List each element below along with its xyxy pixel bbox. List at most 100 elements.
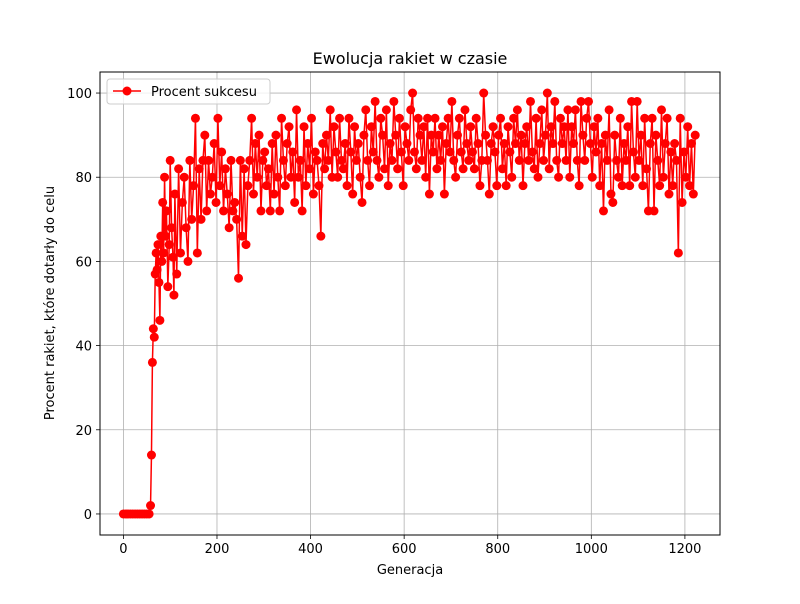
y-tick-label: 20: [75, 424, 92, 439]
data-point: [344, 113, 354, 123]
data-point: [310, 147, 320, 157]
data-point: [527, 147, 537, 157]
ticks: 0 200 400 600 800 1000 1200 0 20 40 60 80 100: [67, 87, 701, 557]
data-point: [499, 139, 509, 149]
data-point: [301, 181, 311, 191]
data-point: [625, 181, 635, 191]
data-point: [365, 181, 375, 191]
data-point: [234, 273, 244, 283]
data-point: [449, 155, 459, 165]
data-point: [258, 155, 268, 165]
data-point: [552, 155, 562, 165]
data-point: [608, 197, 618, 207]
data-point: [303, 139, 313, 149]
data-point: [217, 147, 227, 157]
data-point: [185, 155, 195, 165]
data-point: [152, 265, 162, 275]
data-point: [169, 290, 179, 300]
data-point: [439, 189, 449, 199]
data-point: [419, 122, 429, 132]
data-point: [550, 96, 560, 106]
data-point: [436, 155, 446, 165]
data-point: [284, 122, 294, 132]
legend: Procent sukcesu: [106, 78, 271, 105]
data-point: [250, 139, 260, 149]
data-point: [496, 113, 506, 123]
data-point: [443, 113, 453, 123]
data-point: [456, 147, 466, 157]
x-tick-label: 1000: [575, 542, 608, 557]
data-point: [473, 139, 483, 149]
data-point: [383, 181, 393, 191]
data-point: [215, 181, 225, 191]
data-point: [157, 256, 167, 266]
data-point: [338, 164, 348, 174]
y-tick-label: 0: [84, 508, 92, 523]
data-point: [241, 240, 251, 250]
data-point: [232, 214, 242, 224]
data-point: [336, 155, 346, 165]
data-point: [554, 172, 564, 182]
data-point: [529, 164, 539, 174]
x-tick-label: 200: [205, 542, 230, 557]
data-point: [154, 277, 164, 287]
data-point: [404, 155, 414, 165]
y-axis-label: Procent rakiet, które dotarły do celu: [43, 186, 58, 420]
data-point: [394, 113, 404, 123]
data-point: [462, 139, 472, 149]
data-point: [393, 164, 403, 174]
data-point: [537, 105, 547, 115]
data-point: [658, 172, 668, 182]
data-point: [561, 155, 571, 165]
data-point: [153, 240, 163, 250]
data-point: [320, 164, 330, 174]
data-point: [666, 147, 676, 157]
data-point: [177, 197, 187, 207]
data-point: [228, 206, 238, 216]
data-point: [374, 172, 384, 182]
data-point: [481, 130, 491, 140]
data-point: [277, 113, 287, 123]
data-point: [600, 130, 610, 140]
data-point: [516, 130, 526, 140]
data-point: [165, 155, 175, 165]
data-point: [424, 189, 434, 199]
data-point: [466, 122, 476, 132]
data-point: [267, 139, 277, 149]
data-point: [628, 147, 638, 157]
data-point: [202, 206, 212, 216]
data-point: [632, 96, 642, 106]
data-point: [475, 181, 485, 191]
data-point: [286, 172, 296, 182]
legend-box: [106, 78, 271, 105]
data-point: [677, 197, 687, 207]
data-point: [161, 206, 171, 216]
data-point: [325, 105, 335, 115]
data-point: [363, 155, 373, 165]
data-point: [348, 189, 358, 199]
data-point: [578, 130, 588, 140]
data-point: [668, 181, 678, 191]
chart-title: Ewolucja rakiet w czasie: [313, 49, 508, 68]
data-point: [342, 181, 352, 191]
data-point: [278, 155, 288, 165]
legend-label: Procent sukcesu: [151, 85, 257, 100]
data-point: [445, 147, 455, 157]
data-point: [355, 172, 365, 182]
data-point: [187, 214, 197, 224]
data-point: [690, 130, 700, 140]
data-point: [247, 113, 257, 123]
data-point: [430, 113, 440, 123]
data-point: [580, 155, 590, 165]
data-point: [651, 130, 661, 140]
data-point: [488, 122, 498, 132]
data-point: [640, 113, 650, 123]
data-point: [438, 122, 448, 132]
data-point: [434, 130, 444, 140]
data-point: [589, 122, 599, 132]
data-point: [237, 231, 247, 241]
data-point: [490, 147, 500, 157]
data-point: [673, 248, 683, 258]
data-point: [653, 155, 663, 165]
data-point: [512, 105, 522, 115]
